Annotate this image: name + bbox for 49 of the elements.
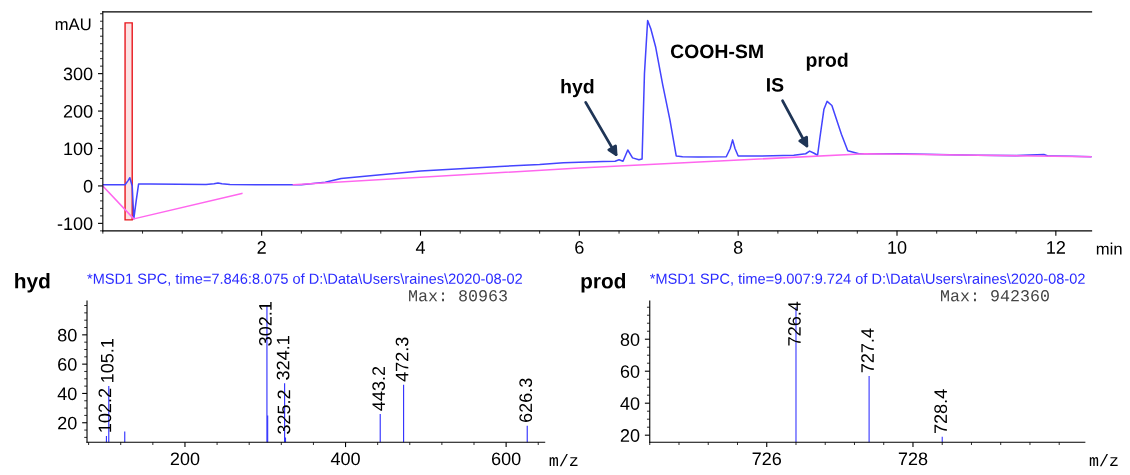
annotation: 727.4: [861, 328, 874, 373]
x-tick-label: 12: [1047, 241, 1065, 254]
annotation: 726.4: [788, 301, 801, 346]
x-tick-label: 726: [752, 452, 782, 466]
y-tick-label: -100: [57, 217, 93, 231]
x-tick-label: 728: [898, 452, 928, 466]
chart-title: hyd: [15, 273, 50, 293]
x-tick-label: 4: [415, 241, 425, 254]
y-tick-label: 0: [83, 179, 93, 193]
y-axis-title: mAU: [55, 18, 91, 31]
y-tick-label: 40: [57, 387, 77, 401]
annotation: COOH-SM: [670, 44, 763, 59]
x-tick-label: 2: [257, 241, 266, 254]
x-axis-title: m/z: [549, 453, 578, 467]
y-tick-label: 100: [64, 142, 93, 156]
chart-title: prod: [581, 273, 626, 293]
y-tick-label: 300: [63, 67, 93, 81]
annotation: prod: [806, 52, 848, 71]
y-tick-label: 80: [57, 328, 77, 342]
annotation: 324.1: [276, 336, 290, 380]
annotation: Max: 80963: [409, 290, 507, 302]
annotation: 443.2: [372, 366, 386, 411]
annotation: hyd: [561, 79, 594, 98]
x-tick-label: 6: [575, 241, 584, 254]
annotation: IS: [767, 77, 784, 92]
x-tick-label: 600: [491, 452, 521, 466]
y-tick-label: 60: [620, 365, 640, 378]
annotation: 728.4: [934, 389, 948, 434]
chart-subtitle: *MSD1 SPC, time=7.846:8.075 of D:\Data\Users\raines\2020-08-02: [87, 273, 522, 286]
annotation: Max: 942360: [941, 290, 1049, 302]
annotation: 472.3: [395, 337, 409, 382]
annotation: 325.2: [277, 390, 291, 434]
x-axis-title: min: [1096, 242, 1122, 255]
y-tick-label: 80: [620, 333, 640, 346]
annotation: 102.2: [98, 388, 112, 432]
annotation: 626.3: [519, 378, 533, 422]
y-tick-label: 200: [63, 105, 93, 118]
x-tick-label: 400: [330, 452, 360, 466]
x-tick-label: 10: [888, 241, 907, 254]
annotation: 302.1: [259, 302, 272, 346]
y-tick-label: 20: [620, 429, 640, 442]
x-tick-label: 200: [170, 452, 200, 466]
chart-subtitle: *MSD1 SPC, time=9.007:9.724 of D:\Data\Users\raines\2020-08-02: [649, 273, 1085, 286]
annotation: 105.1: [100, 339, 114, 382]
x-axis-title: m/z: [1089, 453, 1118, 467]
y-tick-label: 60: [58, 358, 77, 371]
y-tick-label: 40: [620, 397, 640, 410]
x-tick-label: 8: [733, 241, 743, 254]
y-tick-label: 20: [58, 416, 77, 430]
